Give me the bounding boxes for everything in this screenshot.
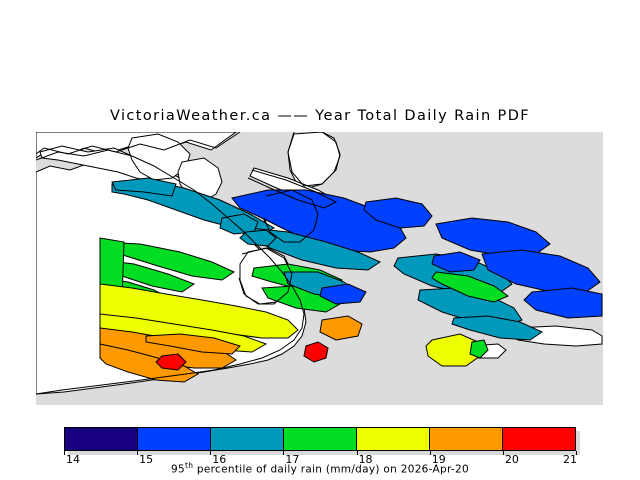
colorbar-tick-14 [64,451,65,455]
colorbar-tick-19 [429,451,431,455]
region-discovery-yellow [425,333,481,367]
caption-rest: percentile of daily rain (mm/day) on 202… [193,463,469,476]
region-victoria-orange-3 [145,333,241,355]
region-gulf-islands-blue-2 [363,197,433,229]
region-red-dot [303,341,329,363]
coastline [36,132,341,395]
colorbar-tick-16 [210,451,212,455]
region-east-blue-island-4 [523,287,603,319]
page-title: VictoriaWeather.ca —— Year Total Daily R… [109,108,531,124]
caption-percentile-suffix: th [185,461,194,470]
colorbar-segment-15-16 [138,428,211,450]
colorbar-tick-label-20: 20 [504,453,519,466]
region-victoria-orange-2 [99,343,200,383]
region-discovery-green-edge [469,339,489,359]
colorbar-segment-17-18 [284,428,357,450]
colorbar-segment-20-21 [503,428,575,450]
colorbar-tick-label-16: 16 [212,453,227,466]
colorbar-caption: 95th percentile of daily rain (mm/day) o… [0,461,640,476]
colorbar-segment-18-19 [357,428,430,450]
region-east-blue-island-2 [481,249,601,293]
region-sidney-islet-teal-2 [239,229,277,247]
colorbar [64,427,580,455]
region-san-juan-green [431,271,510,303]
region-victoria-red-patch [155,353,187,371]
colorbar-segment-19-20 [430,428,503,450]
rainfall-regions [99,177,603,383]
colorbar-tick-label-15: 15 [139,453,154,466]
colorbar-tick-17 [283,451,285,455]
colorbar-tick-18 [356,451,358,455]
colorbar-tick-label-14: 14 [66,453,80,466]
caption-percentile-number: 95 [171,463,185,476]
colorbar-tick-label-17: 17 [285,453,300,466]
region-orange-island [319,315,363,341]
region-east-blue-island [435,217,551,257]
colorbar-tick-label-21: 21 [563,453,577,466]
colorbar-ticks: 14 15 16 17 18 19 20 21 [64,451,577,466]
colorbar-tick-15 [137,451,139,455]
region-east-blue-island-3 [431,251,481,273]
map-panel [36,132,603,405]
colorbar-segment-16-17 [211,428,284,450]
colorbar-segment-14-15 [65,428,138,450]
colorbar-gradient [64,427,576,451]
colorbar-tick-label-19: 19 [431,453,446,466]
rainfall-map [36,132,603,405]
colorbar-tick-21 [576,451,577,455]
colorbar-tick-label-18: 18 [358,453,373,466]
region-san-juan-teal-3 [451,315,544,341]
region-north-saanich-teal-2 [111,177,177,197]
region-east-blue-island-5 [319,283,367,305]
region-gulf-islands-blue [231,189,407,253]
colorbar-tick-20 [502,451,504,455]
